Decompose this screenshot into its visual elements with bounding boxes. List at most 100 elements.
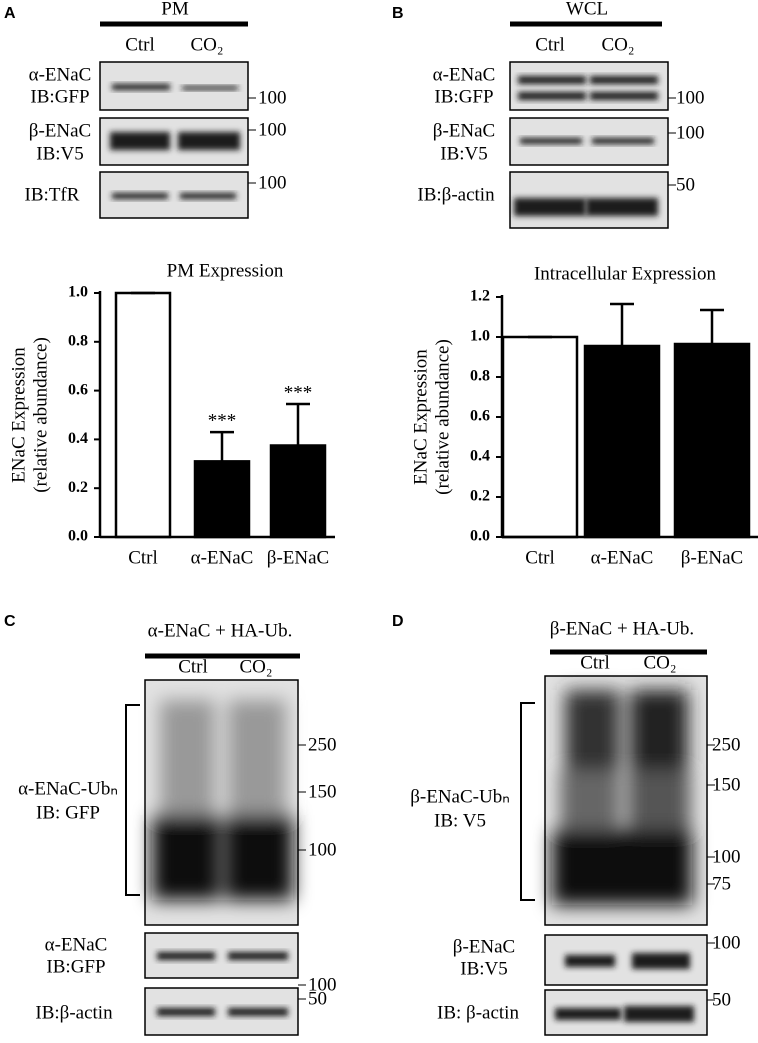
lane-label: CO₂ [190, 34, 223, 55]
band [180, 193, 236, 199]
y-tick-label: 1.0 [68, 284, 88, 301]
marker-label: 250 [712, 734, 741, 755]
band [590, 76, 658, 84]
row-label: β-ENaC [433, 120, 495, 141]
y-axis-label: ENaC Expression [410, 349, 431, 485]
lane-label: CO₂ [643, 652, 676, 673]
row-label: IB: V5 [434, 810, 486, 831]
lane-label: CO₂ [601, 34, 634, 55]
error-bar [210, 430, 234, 462]
chart-title: PM Expression [167, 260, 284, 281]
row-label: β-ENaC [29, 120, 91, 141]
y-tick-label: 0.4 [68, 430, 88, 447]
x-tick-label: β-ENaC [681, 547, 743, 568]
band [518, 92, 586, 100]
marker-label: 100 [676, 122, 705, 143]
band [112, 84, 170, 90]
bar [673, 342, 751, 539]
blot-header: WCL [566, 0, 608, 19]
blot-header: α-ENaC + HA-Ub. [148, 620, 293, 641]
marker-label: 100 [308, 839, 337, 860]
marker-label: 100 [712, 846, 741, 867]
panel-letter: D [392, 613, 404, 630]
lane-label: Ctrl [125, 34, 155, 55]
smear [552, 690, 692, 905]
band [565, 955, 615, 967]
y-axis-label: ENaC Expression [8, 347, 29, 483]
row-label: IB:V5 [36, 143, 84, 164]
error-bar [610, 302, 634, 346]
marker-label: 100 [258, 87, 287, 108]
bar [501, 335, 579, 539]
y-axis-label: (relative abundance) [432, 339, 453, 495]
row-label: IB:GFP [30, 86, 89, 107]
band [228, 1008, 288, 1016]
band [157, 952, 215, 960]
blot-header: β-ENaC + HA-Ub. [550, 618, 694, 639]
band [632, 953, 690, 969]
blot-header: PM [161, 0, 189, 19]
x-tick-label: α-ENaC [191, 547, 254, 568]
marker-label: 75 [712, 873, 731, 894]
lane-label: Ctrl [178, 656, 208, 677]
marker-label: 50 [308, 988, 327, 1009]
annotation: *** [284, 382, 313, 403]
marker-label: 100 [308, 974, 337, 995]
band [520, 138, 582, 144]
band [178, 132, 240, 150]
band [592, 138, 654, 144]
band [182, 86, 238, 90]
row-label: IB: β-actin [437, 1002, 519, 1023]
row-label: α-ENaC [433, 64, 496, 85]
row-label: IB:β-actin [35, 1002, 113, 1023]
x-tick-label: Ctrl [128, 547, 158, 568]
band [112, 193, 168, 199]
marker-label: 50 [712, 989, 731, 1010]
band [586, 198, 658, 216]
y-tick-label: 0.4 [470, 448, 490, 465]
bar [269, 444, 327, 539]
panel-letter: A [4, 5, 16, 22]
row-label: α-ENaC [45, 934, 108, 955]
x-tick-label: β-ENaC [267, 547, 329, 568]
row-label: β-ENaC-Ubₙ [410, 786, 510, 807]
y-tick-label: 0.2 [470, 488, 490, 505]
band [157, 1008, 215, 1016]
panel-letter: C [4, 613, 16, 630]
bar [583, 344, 661, 539]
row-label: β-ENaC [453, 936, 515, 957]
row-label: IB:V5 [460, 958, 508, 979]
row-label: IB:V5 [440, 143, 488, 164]
y-tick-label: 0.2 [68, 479, 88, 496]
lane-label: Ctrl [535, 34, 565, 55]
y-tick-label: 0.6 [68, 381, 88, 398]
band [228, 952, 288, 960]
row-label: IB:GFP [434, 86, 493, 107]
y-tick-label: 1.0 [470, 328, 490, 345]
lane-label: CO₂ [239, 656, 272, 677]
row-label: IB:TfR [25, 184, 80, 205]
panel-letter: B [392, 5, 404, 22]
error-bar [286, 402, 310, 446]
row-label: α-ENaC [29, 64, 92, 85]
x-tick-label: α-ENaC [591, 547, 654, 568]
row-label: IB: GFP [36, 802, 100, 823]
error-bar [700, 308, 724, 344]
y-tick-label: 0.6 [470, 408, 490, 425]
band [514, 198, 586, 216]
lane-label: Ctrl [580, 652, 610, 673]
bracket [520, 702, 535, 901]
y-tick-label: 0.8 [68, 332, 88, 349]
row-label: IB:β-actin [417, 184, 495, 205]
y-tick-label: 0.8 [470, 368, 490, 385]
smear [152, 700, 293, 900]
y-tick-label: 0.0 [68, 528, 88, 545]
row-label: IB:GFP [46, 956, 105, 977]
row-label: α-ENaC-Ubₙ [18, 778, 118, 799]
y-axis-label: (relative abundance) [30, 337, 51, 493]
band [624, 1006, 694, 1022]
marker-label: 100 [258, 119, 287, 140]
marker-label: 150 [308, 781, 337, 802]
marker-label: 150 [712, 774, 741, 795]
